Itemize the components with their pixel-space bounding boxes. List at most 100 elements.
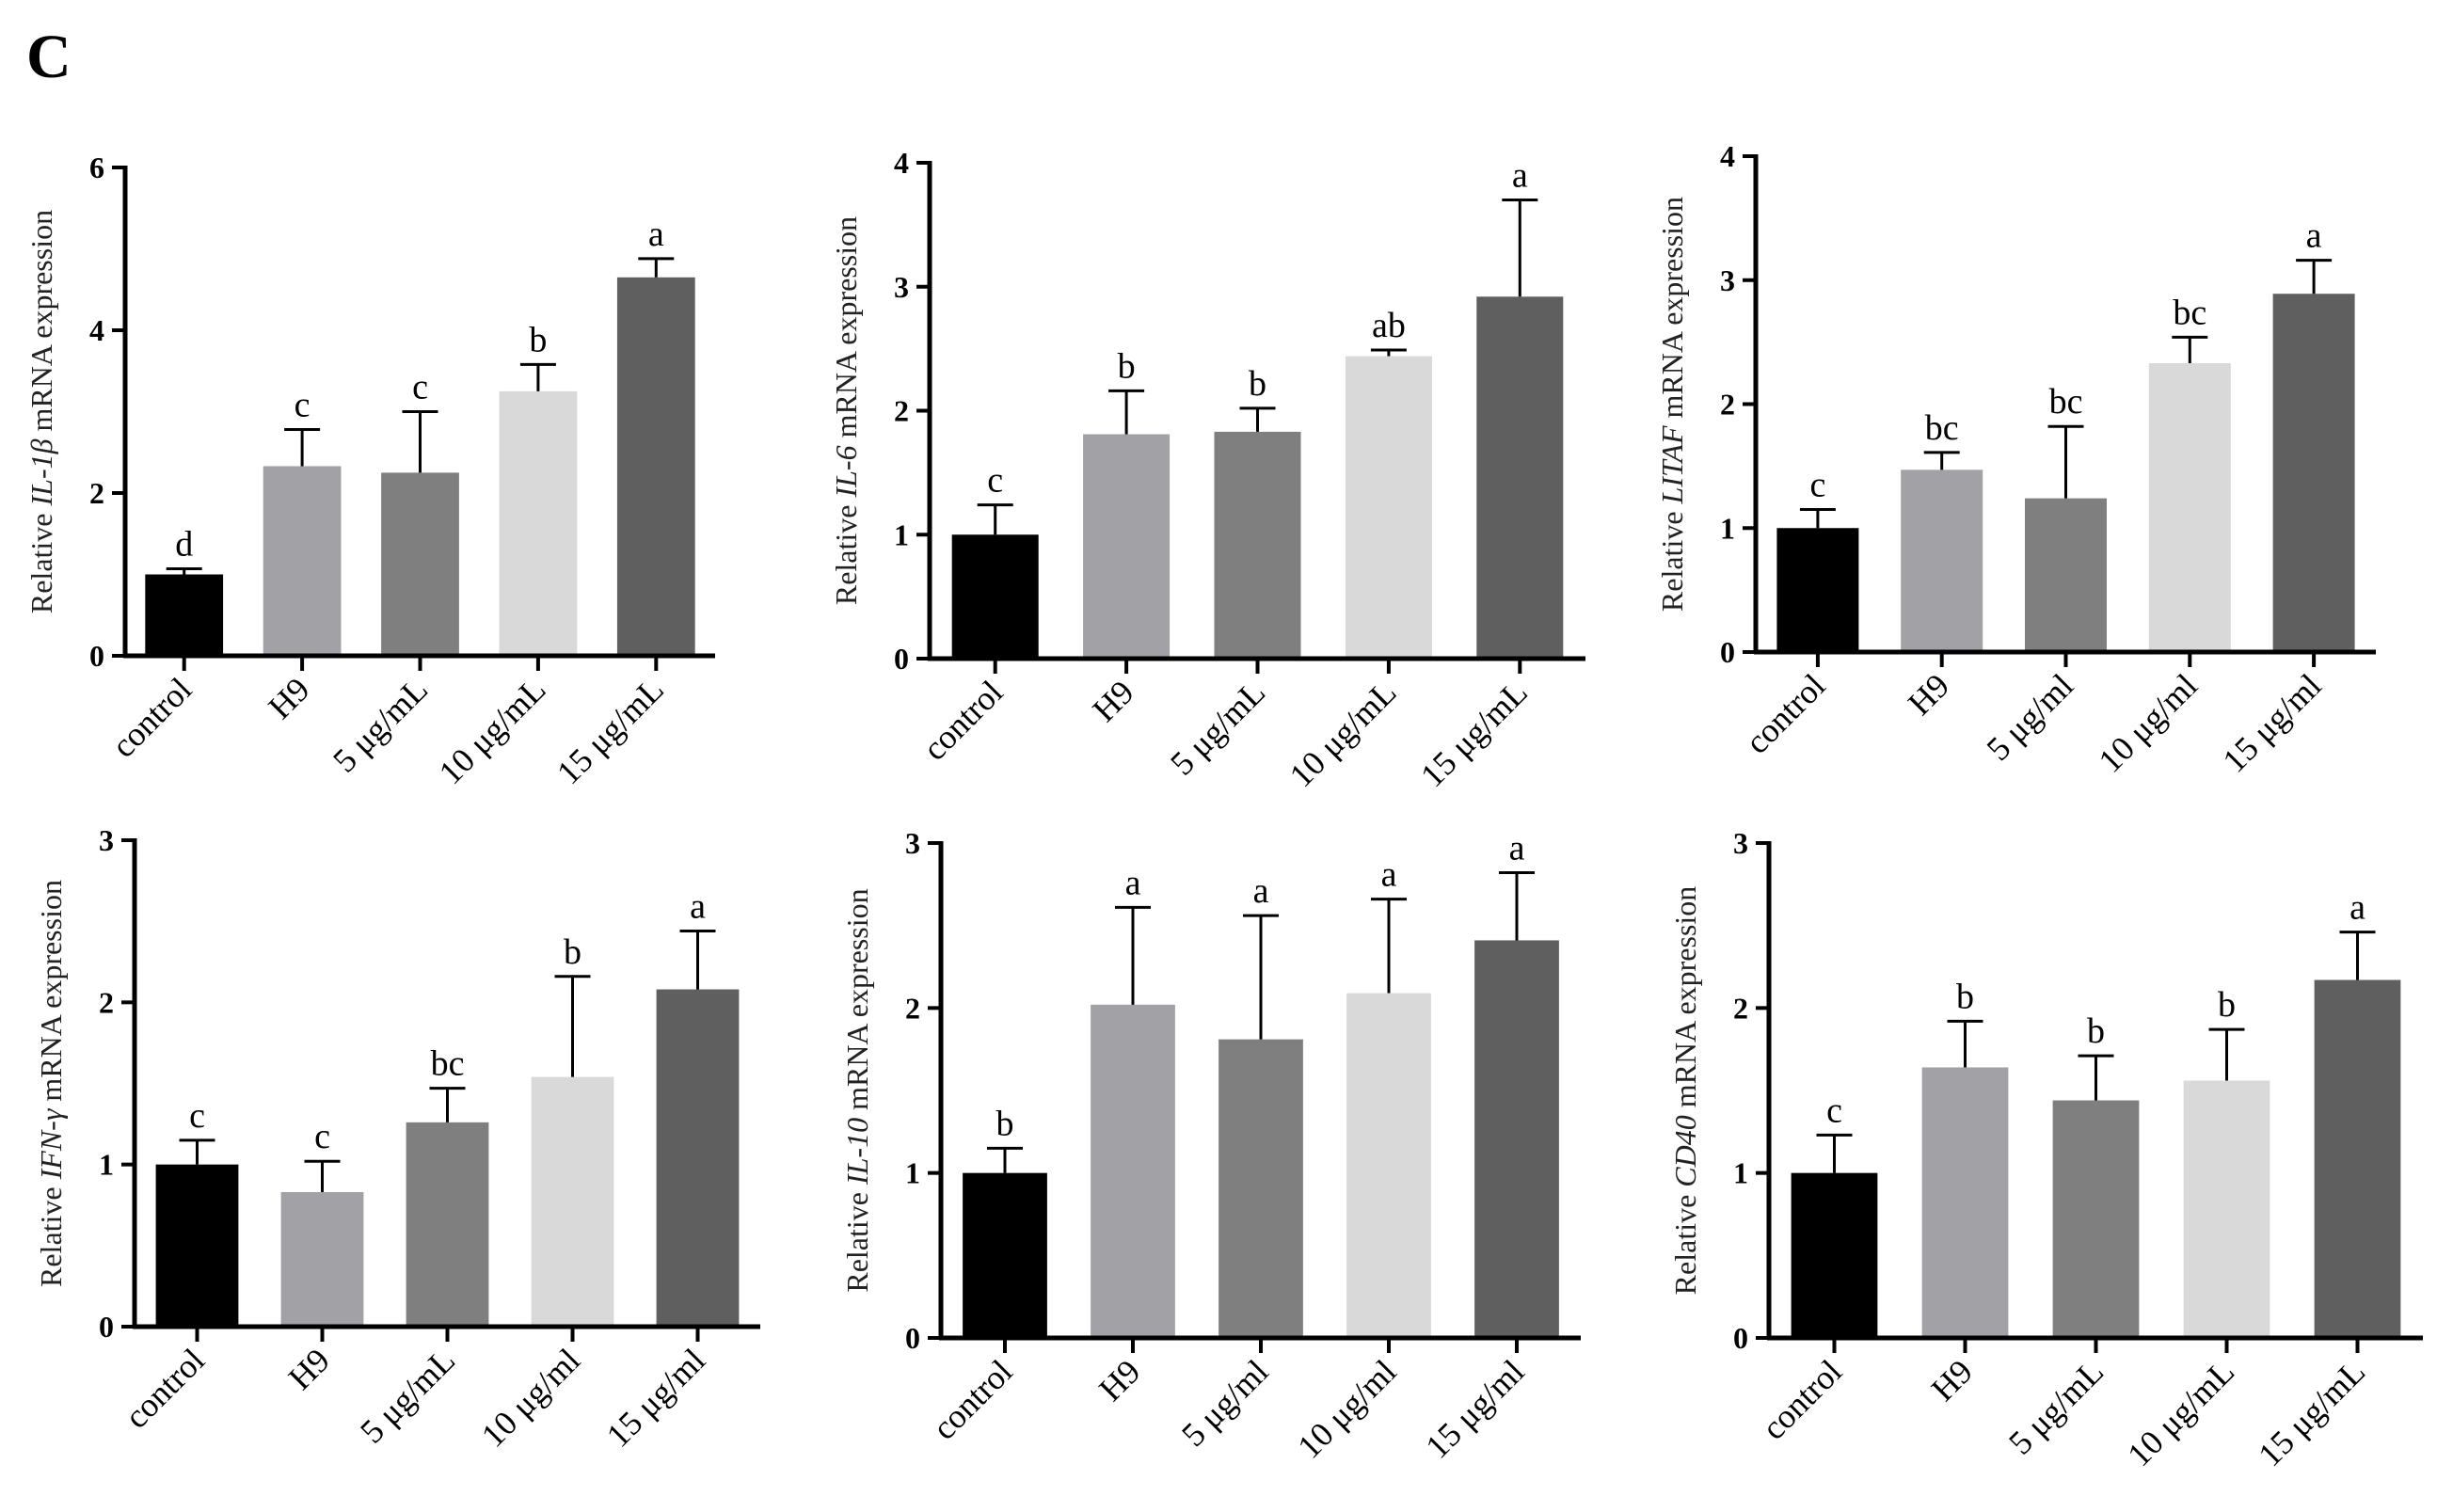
y-axis-label-suffix: mRNA expression: [34, 880, 68, 1109]
y-tick-label: 0: [1733, 1321, 1748, 1355]
category-label: 15 μg/ml: [599, 1341, 712, 1454]
y-tick-label: 2: [89, 476, 104, 510]
significance-letter: b: [996, 1104, 1014, 1143]
category-label: control: [118, 1341, 212, 1435]
category-label: H9: [1085, 673, 1140, 728]
significance-letter: d: [175, 524, 193, 564]
significance-letter: bc: [431, 1044, 465, 1084]
significance-letter: a: [690, 887, 706, 927]
bar: [2025, 498, 2107, 652]
y-tick-label: 2: [99, 985, 114, 1019]
significance-letter: c: [189, 1096, 205, 1136]
category-label: 15 μg/ml: [1418, 1352, 1531, 1465]
significance-letter: a: [1509, 829, 1525, 868]
panel-label: C: [26, 23, 72, 91]
y-axis-label: Relative IFN-γ mRNA expression: [34, 880, 68, 1287]
y-axis-label-gene: IL-10: [840, 1118, 874, 1186]
bar: [1218, 1039, 1303, 1338]
category-label: 10 μg/ml: [2092, 666, 2205, 779]
y-tick-label: 0: [905, 1321, 920, 1355]
category-label: control: [1755, 1352, 1849, 1446]
y-tick-label: 1: [1720, 511, 1735, 545]
category-label: H9: [1924, 1352, 1980, 1408]
bar: [616, 277, 695, 656]
bar: [499, 390, 578, 656]
bar: [1474, 940, 1559, 1338]
y-axis-label-suffix: mRNA expression: [1655, 197, 1689, 426]
y-tick-label: 1: [1733, 1156, 1748, 1190]
bar: [2314, 979, 2401, 1338]
y-axis-label-prefix: Relative: [1668, 1187, 1702, 1296]
y-axis-label-gene: IL-6: [829, 445, 863, 498]
y-tick-label: 4: [1720, 139, 1735, 173]
y-axis-label-gene: CD40: [1668, 1115, 1702, 1186]
significance-letter: b: [1249, 364, 1266, 404]
bar: [1346, 993, 1431, 1338]
bar: [531, 1076, 614, 1327]
y-tick-label: 3: [1733, 826, 1748, 860]
y-tick-label: 0: [1720, 635, 1735, 669]
y-tick-label: 6: [89, 151, 104, 184]
chart-3: c control bc H9 bc 5 μg/ml bc 10 μg/ml a 15 μg/ml…: [1655, 139, 2376, 780]
bar: [2052, 1100, 2140, 1338]
category-label: 10 μg/mL: [2120, 1352, 2241, 1473]
chart-2: c control b H9 b 5 μg/mL ab 10 μg/mL a 15 μg/mL 0 1…: [829, 146, 1585, 794]
category-label: 5 μg/mL: [326, 670, 435, 779]
category-label: 5 μg/mL: [353, 1341, 462, 1450]
significance-letter: b: [529, 320, 547, 359]
significance-letter: a: [2306, 216, 2322, 256]
significance-letter: c: [295, 386, 311, 425]
y-axis-label: Relative IL-1β mRNA expression: [24, 210, 58, 613]
bar: [1345, 356, 1432, 659]
y-axis-label-prefix: Relative: [840, 1185, 874, 1293]
significance-letter: b: [1956, 977, 1974, 1016]
significance-letter: a: [1381, 855, 1397, 895]
y-tick-label: 2: [1733, 991, 1748, 1025]
bar: [1776, 528, 1859, 652]
bar: [656, 989, 740, 1327]
bar: [1091, 1004, 1175, 1338]
significance-letter: b: [564, 932, 581, 972]
category-label: 15 μg/ml: [2215, 666, 2328, 779]
significance-letter: b: [2087, 1011, 2105, 1051]
y-tick-label: 1: [905, 1156, 920, 1190]
y-axis-label-gene: IFN-γ: [34, 1107, 68, 1180]
significance-letter: c: [1809, 465, 1825, 504]
significance-letter: c: [1826, 1090, 1842, 1130]
category-label: 10 μg/mL: [1282, 673, 1404, 794]
y-axis-label-suffix: mRNA expression: [1668, 886, 1702, 1116]
significance-letter: c: [412, 368, 428, 407]
bar: [2148, 363, 2231, 652]
significance-letter: bc: [1925, 408, 1959, 448]
y-tick-label: 3: [99, 823, 114, 857]
significance-letter: b: [1118, 346, 1136, 386]
bar: [951, 534, 1039, 659]
bar: [1083, 434, 1171, 659]
y-axis-label: Relative IL-6 mRNA expression: [829, 216, 863, 605]
category-label: 10 μg/ml: [474, 1341, 587, 1454]
significance-letter: ab: [1372, 306, 1406, 345]
y-tick-label: 0: [894, 642, 909, 676]
bar: [381, 472, 459, 656]
chart-6: c control b H9 b 5 μg/mL b 10 μg/mL a 15 μg/mL 0 1 2…: [1668, 826, 2423, 1473]
category-label: H9: [1091, 1352, 1147, 1408]
bar: [2183, 1080, 2270, 1338]
y-tick-label: 0: [99, 1310, 114, 1344]
y-axis-label-suffix: mRNA expression: [829, 216, 863, 446]
category-label: control: [1738, 666, 1832, 760]
chart-5: b control a H9 a 5 μg/ml a 10 μg/ml a 15 μg/ml 0 1 2…: [840, 826, 1581, 1466]
bar: [963, 1172, 1047, 1338]
y-tick-label: 3: [905, 826, 920, 860]
bar: [280, 1191, 364, 1327]
y-axis-label-prefix: Relative: [34, 1179, 68, 1287]
category-label: 5 μg/ml: [1979, 666, 2080, 768]
significance-letter: b: [2218, 985, 2236, 1025]
significance-letter: a: [1253, 871, 1269, 911]
significance-letter: bc: [2049, 382, 2083, 422]
category-label: 15 μg/mL: [1413, 673, 1535, 794]
y-tick-label: 3: [1720, 263, 1735, 297]
y-axis-label-suffix: mRNA expression: [840, 888, 874, 1118]
category-label: control: [916, 673, 1010, 767]
bar: [155, 1164, 239, 1327]
category-label: H9: [1901, 666, 1956, 722]
